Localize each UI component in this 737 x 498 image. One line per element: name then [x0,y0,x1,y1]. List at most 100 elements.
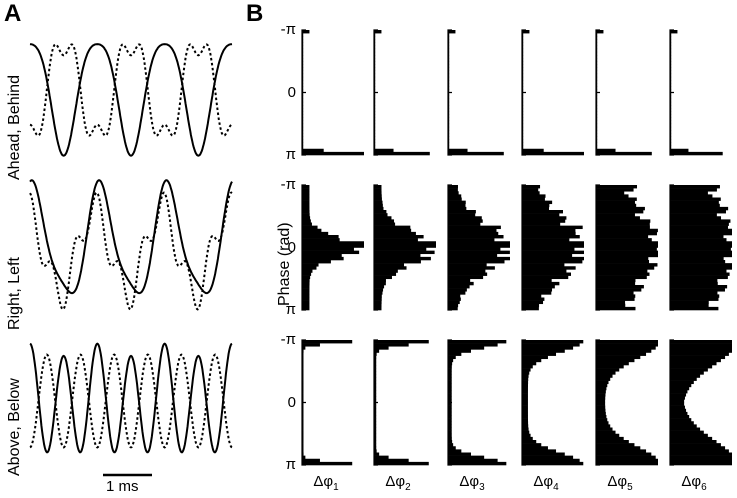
hist-bar-r1-c2-b27 [374,111,376,115]
hist-bar-r3-c6-b27 [670,421,694,425]
hist-bar-r1-c1-b36 [302,139,304,143]
hist-bar-r2-c4-b40 [522,306,539,311]
hist-bar-r3-c3-b17 [448,390,452,394]
hist-bar-r3-c1-b36 [302,449,304,453]
hist-bar-r2-c2-b15 [374,228,412,233]
hist-bar-r2-c5-b12 [596,219,651,223]
hist-bar-r3-c3-b23 [448,408,452,413]
hist-bar-r2-c5-b22 [596,250,658,255]
hist-bar-r2-c4-b35 [522,291,552,295]
hist-bar-r3-c3-b34 [448,443,454,447]
hist-bar-r3-c4-b35 [522,446,548,450]
hist-bar-r1-c5-b35 [596,136,598,140]
hist-bar-r3-c4-b20 [522,399,528,403]
hist-bar-r2-c3-b22 [448,250,510,255]
hist-bar-r1-c5-b36 [596,139,598,143]
hist-bar-r2-c1-b18 [302,238,340,242]
hist-bar-r1-c2-b12 [374,64,376,68]
hist-bar-r3-c5-b38 [596,455,656,460]
hist-bar-r2-c5-b17 [596,235,649,239]
hist-bar-r2-c2-b24 [374,256,431,261]
hist-bar-r2-c3-b16 [448,231,499,236]
hist-bar-r2-c1-b25 [302,260,331,264]
hist-bar-r3-c4-b3 [522,346,574,350]
hist-bar-r3-c6-b5 [670,352,729,356]
hist-bar-r2-c3-b4 [448,194,462,198]
hist-bar-r3-c5-b22 [596,405,606,410]
hist-bar-r1-c4-b13 [522,67,524,71]
hist-bar-r3-c2-b3 [374,346,389,350]
hist-bar-r2-c4-b3 [522,191,540,195]
hist-bar-r3-c5-b19 [596,396,606,400]
hist-bar-r1-c5-b6 [596,45,598,50]
hist-bar-r3-c5-b28 [596,424,611,428]
hist-bar-r1-c3-b37 [448,142,450,146]
hist-bar-r2-c1-b6 [302,200,310,205]
hist-bar-r2-c5-b6 [596,200,635,205]
hist-bar-r3-c3-b31 [448,433,452,438]
hist-bar-r1-c2-b35 [374,136,376,140]
hist-bar-r1-c1-b5 [302,42,304,46]
hist-bar-r2-c3-b11 [448,216,482,220]
hist-bar-r2-c1-b32 [302,281,310,286]
hist-bar-r2-c4-b28 [522,269,567,273]
hist-bar-r2-c6-b14 [670,225,728,230]
hist-bar-r3-c6-b28 [670,424,697,428]
hist-bar-r2-c6-b13 [670,222,729,226]
hist-bar-r1-c2-b13 [374,67,376,71]
hist-bar-r1-c3-b4 [448,39,450,43]
hist-bar-r2-c1-b7 [302,203,310,208]
hist-bar-r1-c4-b9 [522,55,524,59]
hist-bar-r3-c5-b3 [596,346,656,350]
column-label-5: Δφ5 [607,473,633,493]
row-label-ahead-behind: Ahead, Behind [6,75,23,180]
hist-bar-r2-c6-b9 [670,210,726,214]
hist-bar-r1-c1-b30 [302,120,304,125]
hist-bar-r3-c6-b17 [670,390,688,394]
hist-bar-r2-c6-b37 [670,297,719,301]
hist-bar-r2-c5-b38 [596,300,626,305]
hist-bar-r1-c2-b16 [374,76,376,81]
hist-bar-r2-c4-b34 [522,288,553,292]
hist-bar-r1-c4-b22 [522,95,524,100]
hist-bar-r3-c6-b30 [670,430,704,435]
hist-bar-r1-c6-b23 [670,98,672,103]
hist-bar-r2-c1-b31 [302,278,310,283]
hist-bar-r1-c1-b18 [302,83,304,87]
hist-bar-r2-c2-b16 [374,231,416,236]
hist-bar-r1-c6-b3 [670,36,672,40]
hist-bar-r1-c6-b10 [670,58,672,62]
hist-bar-r3-c6-b6 [670,355,726,360]
hist-bar-r3-c4-b8 [522,361,537,366]
hist-bar-r3-c6-b36 [670,449,729,453]
hist-bar-r1-c3-b29 [448,117,450,121]
hist-bar-r2-c3-b20 [448,244,510,248]
hist-bar-r2-c2-b35 [374,291,383,295]
hist-bar-r2-c2-b5 [374,197,382,201]
hist-bar-r3-c5-b5 [596,352,647,356]
hist-bar-r3-c1-b37 [302,452,304,456]
hist-bar-r2-c3-b38 [448,300,460,305]
hist-bar-r3-c4-b14 [522,380,529,385]
hist-bar-r2-c2-b25 [374,260,421,264]
hist-bar-r2-c3-b9 [448,210,476,214]
hist-bar-r3-c6-b34 [670,443,721,447]
hist-bar-r3-c1-b26 [302,418,304,422]
hist-bar-r3-c6-b8 [670,361,717,366]
hist-bar-r3-c6-b18 [670,393,687,397]
hist-bar-r1-c2-b4 [374,39,376,43]
hist-bar-r3-c1-b13 [302,377,304,381]
hist-bar-r2-c3-b26 [448,263,487,267]
hist-bar-r1-c2-b31 [374,123,376,128]
hist-bar-r3-c4-b36 [522,449,557,453]
hist-bar-r3-c3-b10 [448,368,452,372]
hist-bar-r1-c6-b6 [670,45,672,50]
hist-bar-r1-c4-b25 [522,105,524,109]
hist-bar-r2-c2-b7 [374,203,383,208]
hist-bar-r2-c1-b28 [302,269,313,273]
hist-bar-r1-c3-b5 [448,42,450,46]
hist-bar-r3-c2-b28 [374,424,377,428]
hist-bar-r2-c6-b36 [670,294,720,298]
hist-bar-r2-c5-b14 [596,225,650,230]
hist-bar-r2-c6-b26 [670,263,732,267]
